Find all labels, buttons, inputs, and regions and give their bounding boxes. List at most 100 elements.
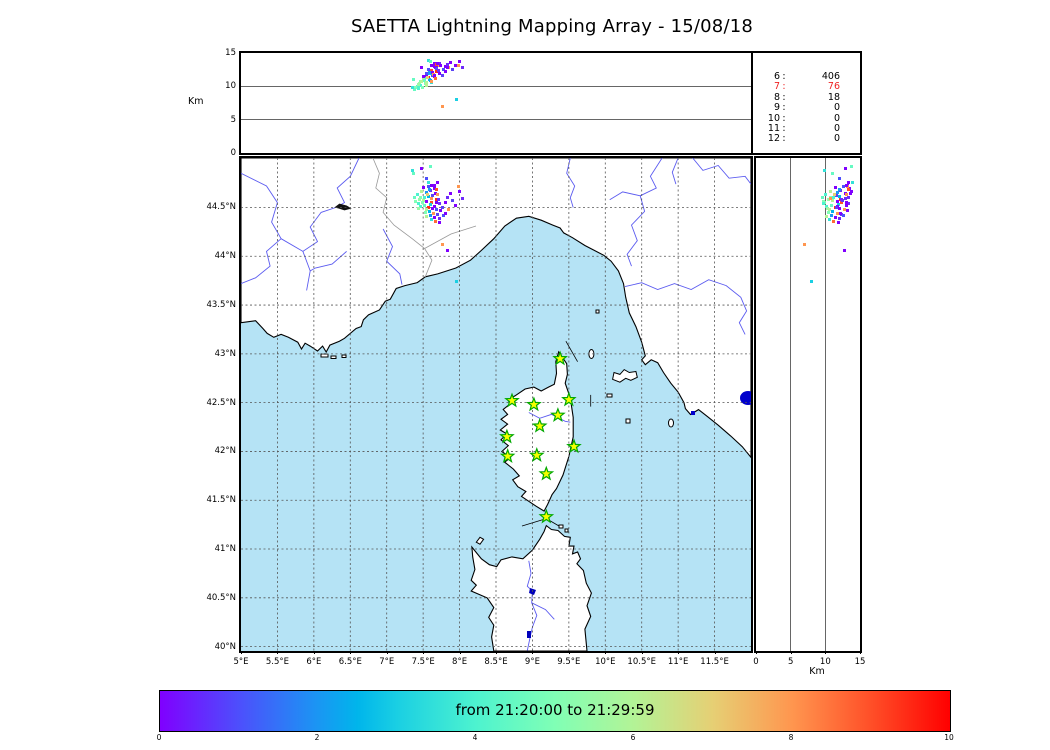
country-borders: [372, 158, 477, 277]
lightning-point-map: [435, 188, 439, 192]
lightning-point-map: [431, 194, 435, 198]
lightning-point-right: [843, 166, 847, 170]
lightning-point-top: [443, 64, 447, 68]
lightning-point-top: [426, 67, 430, 71]
lightning-point-top: [439, 63, 443, 67]
montecristo-island: [625, 418, 631, 424]
lightning-point-map: [423, 204, 427, 208]
lightning-point-right: [832, 219, 836, 223]
map-latitude-tick-label: 43°N: [214, 348, 236, 359]
lightning-point-right: [829, 197, 833, 201]
lightning-point-top: [434, 64, 438, 68]
lightning-point-map: [436, 198, 440, 202]
lma-station-marker: [550, 407, 566, 423]
right-panel-alt-tick-label: 10: [819, 657, 831, 667]
lightning-point-right: [845, 204, 849, 208]
lightning-point-top: [428, 70, 432, 74]
lightning-point-right: [837, 203, 840, 207]
lightning-point-map: [450, 199, 454, 203]
station-count-row: 12:0: [767, 133, 840, 145]
right-panel-gridline: [790, 158, 792, 651]
lightning-point-map: [423, 210, 427, 214]
lightning-point-top: [430, 68, 434, 72]
colorbar-tick-label: 6: [630, 733, 636, 742]
lightning-point-top: [425, 73, 429, 77]
lightning-point-map: [426, 185, 430, 189]
lightning-point-map: [433, 204, 437, 208]
lma-station-marker: [561, 391, 577, 407]
map-latitude-tick-label: 44.5°N: [206, 202, 236, 213]
lightning-point-right: [834, 205, 838, 209]
colorbar-tick-label: 8: [788, 733, 794, 742]
gorgona-island: [595, 309, 600, 314]
top-panel-km-axis-label: Km: [188, 96, 204, 107]
pianosa-island: [606, 393, 613, 398]
map-x-tickmark: [714, 651, 716, 654]
colorbar-tick-label: 10: [944, 733, 954, 742]
right-panel-x-tickmark: [756, 651, 757, 654]
lightning-point-top: [441, 104, 445, 108]
right-panel-alt-tick-label: 15: [854, 657, 866, 667]
right-panel-gridline: [824, 158, 826, 651]
map-latitude-tick-label: 42.5°N: [206, 397, 236, 408]
lightning-point-top: [431, 70, 435, 74]
lightning-point-map: [432, 183, 436, 187]
lightning-point-top: [410, 85, 414, 89]
lightning-point-right: [846, 208, 850, 212]
lightning-point-top: [432, 64, 436, 68]
top-panel-gridline: [241, 119, 751, 121]
map-latitude-tick-label: 41.5°N: [206, 495, 236, 506]
lightning-point-map: [418, 198, 421, 202]
station-count-row: 11:0: [767, 123, 840, 135]
top-panel-alt-tick-label: 15: [225, 48, 236, 58]
sardinia-lake-2: [527, 631, 531, 638]
lightning-point-right: [827, 207, 831, 211]
lightning-point-map: [437, 216, 441, 220]
lightning-point-top: [419, 83, 423, 87]
map-x-tickmark: [641, 651, 643, 654]
map-longitude-tick-label: 5.5°E: [265, 657, 289, 667]
lightning-point-top: [442, 67, 446, 71]
lightning-point-top: [420, 85, 424, 89]
lightning-point-map: [426, 205, 430, 209]
lightning-point-top: [432, 61, 436, 65]
lightning-point-top: [417, 86, 421, 90]
lightning-point-right: [850, 190, 854, 194]
map-gridlines: [241, 158, 751, 651]
lightning-point-map: [449, 192, 453, 196]
lightning-point-right: [846, 188, 850, 192]
lake-serre-poncon: [334, 203, 352, 211]
map-x-tickmark: [241, 651, 242, 654]
map-x-tickmark: [313, 651, 315, 654]
lightning-point-top: [438, 72, 442, 76]
station-counts-list: 6:406 7:76 8:18 9:0 10:0 11:0 12:0: [758, 71, 840, 145]
lightning-point-right: [843, 248, 847, 252]
altitude-latitude-panel: [753, 155, 862, 653]
map-x-tickmark: [678, 651, 680, 654]
lightning-point-right: [824, 214, 828, 218]
lightning-point-map: [443, 201, 447, 205]
station-count-row: 10:0: [767, 112, 840, 124]
figure-title: SAETTA Lightning Mapping Array - 15/08/1…: [350, 16, 754, 37]
lightning-point-map: [420, 190, 424, 194]
lightning-point-map: [419, 196, 423, 200]
lightning-point-map: [445, 196, 449, 200]
lightning-point-map: [439, 208, 443, 212]
lightning-point-top: [417, 82, 421, 86]
lightning-point-right: [837, 195, 841, 199]
elba-island: [612, 368, 638, 383]
lightning-point-right: [839, 211, 843, 215]
lightning-point-right: [825, 204, 829, 208]
map-x-tickmark: [496, 651, 497, 654]
station-count-row: 6:406: [773, 71, 840, 82]
lightning-point-map: [436, 180, 440, 184]
map-x-tickmark: [423, 651, 425, 654]
map-longitude-tick-label: 11°E: [667, 657, 689, 667]
lightning-point-map: [441, 243, 445, 247]
map-x-tickmark: [459, 651, 461, 654]
lma-station-marker: [531, 417, 548, 433]
lightning-point-map: [421, 199, 425, 203]
lightning-point-top: [450, 68, 454, 72]
lightning-point-map: [436, 212, 440, 216]
right-panel-x-tickmark: [860, 651, 861, 654]
